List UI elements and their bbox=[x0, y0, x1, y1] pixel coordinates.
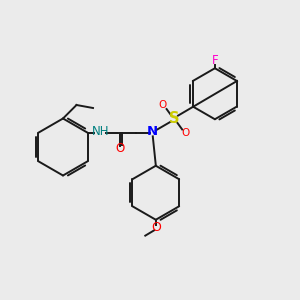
Text: NH: NH bbox=[92, 125, 109, 138]
Text: S: S bbox=[169, 111, 180, 126]
Text: O: O bbox=[159, 100, 167, 110]
Text: N: N bbox=[147, 125, 158, 138]
Text: O: O bbox=[151, 221, 161, 234]
Text: O: O bbox=[115, 142, 124, 155]
Text: F: F bbox=[212, 54, 218, 67]
Text: O: O bbox=[182, 128, 190, 138]
